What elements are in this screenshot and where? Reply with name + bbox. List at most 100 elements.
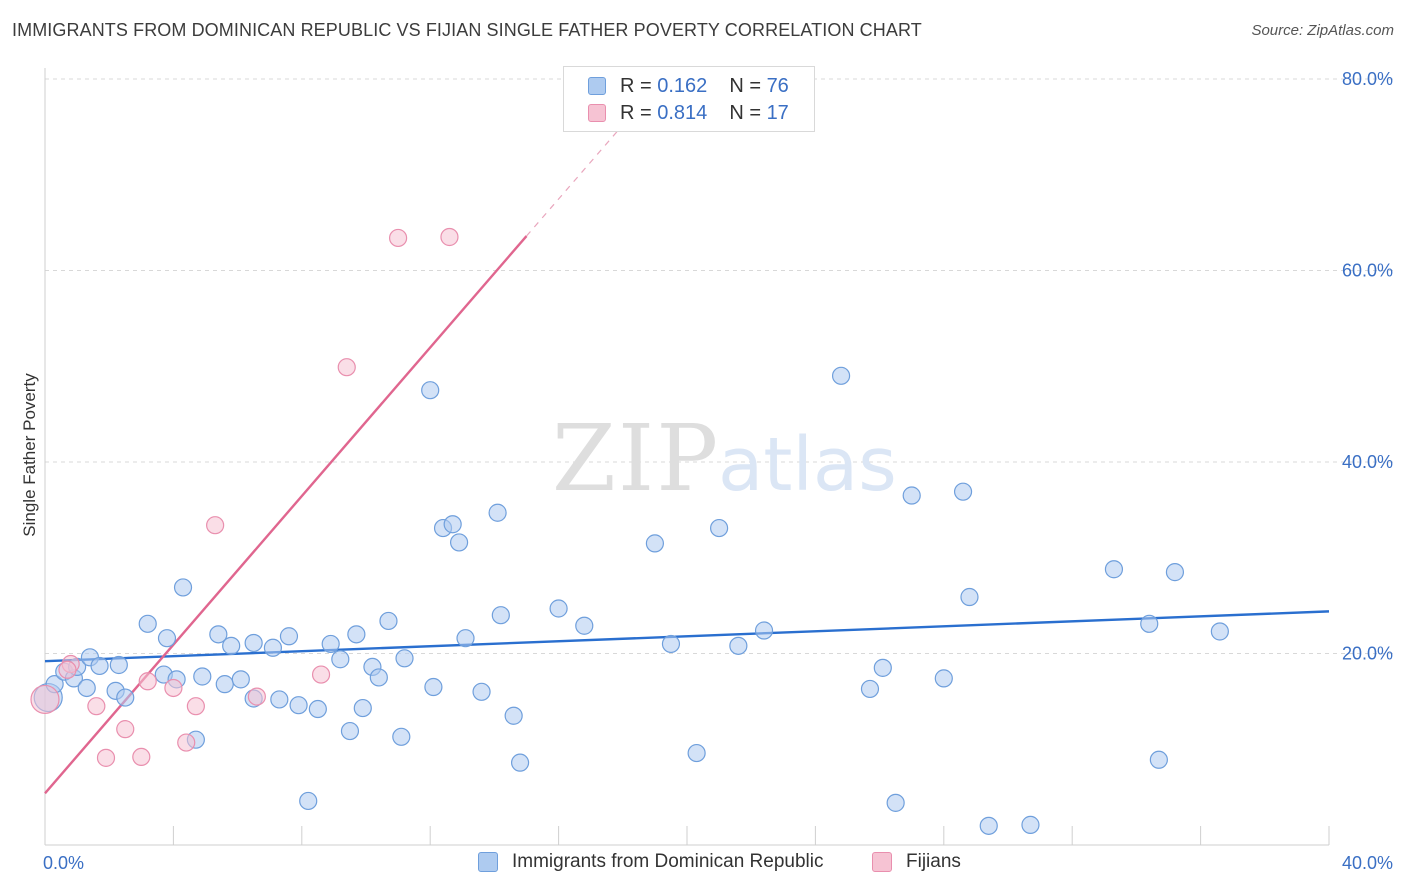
pink-point [206,516,225,535]
n-label: N = [729,74,761,97]
n-value: 76 [766,74,789,97]
blue-point [424,677,443,697]
blue-point [244,633,263,653]
blue-point [754,621,774,640]
blue-point [347,625,366,644]
blue-point [1210,622,1229,641]
watermark: ZIP atlas [552,405,897,512]
x-tick-label: 40.0% [1342,853,1393,873]
blue-point [321,634,340,654]
blue-point [308,699,327,719]
n-value: 17 [766,101,789,124]
blue-point [289,696,308,715]
blue-point [1021,815,1040,834]
pink-point [132,747,151,767]
legend-item-dominican[interactable]: Immigrants from Dominican Republic [478,851,824,873]
stats-legend: R = 0.162 N = 76 R = 0.814 N = 17 [563,66,815,132]
blue-point [222,636,241,655]
r-label: R = [620,74,652,97]
blue-point [270,690,289,709]
legend-swatch-pink [872,852,892,872]
blue-point [173,578,193,597]
pink-point [440,227,459,247]
y-tick-label: 40.0% [1342,452,1393,472]
pink-point [96,748,116,767]
pink-point [311,665,331,684]
blue-point [1140,614,1159,633]
y-tick-label: 60.0% [1342,261,1393,281]
blue-point [575,616,594,635]
blue-point [209,625,228,644]
series-legend: Immigrants from Dominican Republic Fijia… [0,851,1406,879]
blue-point [443,515,462,534]
axes [44,68,1330,846]
r-value: 0.162 [657,74,708,97]
blue-point [510,753,530,772]
blue-point [353,698,372,718]
pink-point [138,672,157,691]
blue-point [369,668,388,687]
blue-point [379,611,398,631]
blue-point [873,658,892,677]
swatch-pink [588,104,606,122]
pink-trend-extension [526,124,624,237]
blue-point [960,587,979,607]
blue-point [116,688,135,707]
blue-point [1104,560,1124,579]
tick-labels: 20.0% 40.0% 60.0% 80.0% 0.0% 40.0% [43,69,1393,873]
blue-point [831,366,851,385]
blue-point [934,669,953,688]
blue-point [709,518,729,538]
blue-point [392,727,411,746]
swatch-blue [588,77,606,95]
blue-point [449,533,469,552]
pink-point [247,687,266,706]
n-label: N = [729,101,761,124]
stats-row-blue: R = 0.162 N = 76 [588,73,789,99]
y-tick-label: 80.0% [1342,69,1393,89]
blue-point [279,627,299,646]
blue-point [729,636,748,655]
blue-trend-line [44,610,1330,663]
blue-point [1165,563,1185,582]
chart-title: IMMIGRANTS FROM DOMINICAN REPUBLIC VS FI… [12,20,922,40]
blue-point [340,721,360,741]
blue-point [953,482,973,501]
gridlines [45,78,1393,654]
pink-point [389,228,408,248]
data-points [30,227,1229,835]
y-axis-label: Single Father Poverty [20,373,39,537]
blue-point [421,381,440,400]
blue-point [395,649,414,668]
blue-point [504,706,523,725]
blue-point [661,634,681,654]
blue-point [263,638,283,657]
pink-point [337,358,356,377]
blue-point [231,670,250,689]
blue-point [886,793,905,812]
blue-point [860,679,880,699]
blue-point [299,791,318,811]
y-tick-label: 20.0% [1342,644,1393,664]
blue-point [77,678,96,698]
blue-point [979,816,998,835]
r-value: 0.814 [657,101,708,124]
legend-label: Fijians [906,851,961,872]
blue-point [491,606,510,625]
x-tick-label: 0.0% [43,853,84,873]
blue-point [687,743,706,763]
pink-point [58,660,77,679]
blue-point [1149,750,1168,769]
pink-point [177,733,196,752]
blue-point [488,503,507,522]
legend-swatch-blue [478,852,498,872]
blue-point [215,675,234,694]
source-label: Source: ZipAtlas.com [1251,22,1394,39]
watermark-zip: ZIP [552,405,720,512]
watermark-atlas: atlas [718,422,897,508]
r-label: R = [620,101,652,124]
legend-item-fijians[interactable]: Fijians [872,851,961,873]
pink-trend-line [44,235,528,795]
blue-point [193,667,212,686]
